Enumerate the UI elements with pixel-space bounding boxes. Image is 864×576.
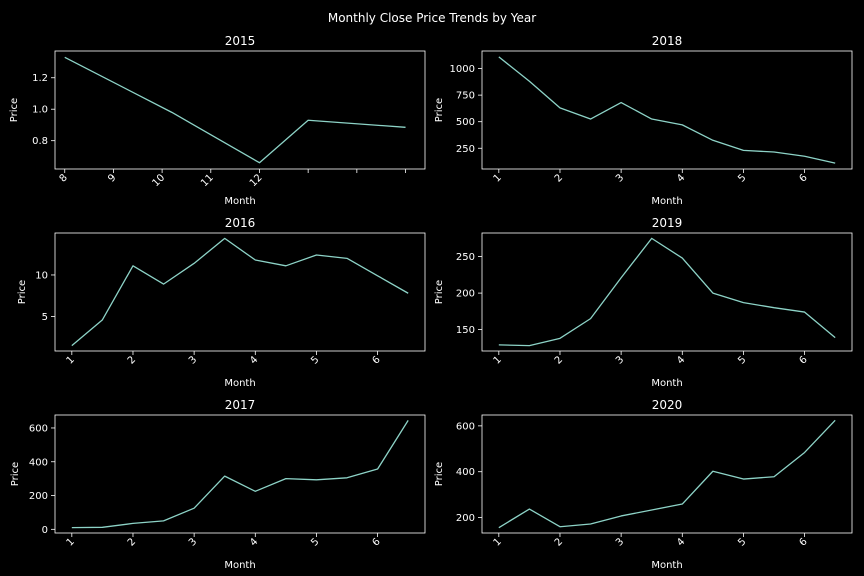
chart-2019-ylabel: Price	[434, 280, 445, 304]
figure-title: Monthly Close Price Trends by Year	[328, 11, 536, 25]
chart-2018-title: 2018	[652, 34, 683, 48]
chart-2017-xlabel: Month	[224, 560, 255, 571]
chart-2020-ylabel: Price	[434, 462, 445, 486]
chart-2019-ytick-label: 150	[456, 325, 475, 336]
chart-2019-ytick-label: 200	[456, 289, 475, 300]
chart-2016-series-line	[71, 237, 409, 347]
chart-2019-axes-frame	[481, 232, 853, 352]
chart-2016-ytick-label: 10	[35, 270, 48, 281]
chart-2018-ytick-label: 1000	[450, 64, 475, 75]
chart-2017-ytick-label: 0	[42, 525, 48, 536]
chart-2017-ytick-label: 600	[29, 423, 48, 434]
chart-2015-ytick-label: 1.2	[32, 73, 48, 84]
chart-2019-xlabel: Month	[651, 378, 682, 389]
chart-2017-series-line	[71, 420, 409, 529]
chart-2017-ytick-label: 400	[29, 457, 48, 468]
chart-2018-ytick-label: 250	[456, 144, 475, 155]
chart-2016-axes-frame	[54, 232, 426, 352]
chart-2015-ylabel: Price	[9, 98, 20, 122]
chart-2020-xlabel: Month	[651, 560, 682, 571]
chart-2016-ylabel: Price	[17, 280, 28, 304]
chart-2018-ytick-label: 750	[456, 91, 475, 102]
chart-2020-ytick-label: 200	[456, 513, 475, 524]
chart-2018-series-line	[498, 56, 836, 164]
chart-2020-title: 2020	[652, 398, 683, 412]
chart-2019-ytick-label: 250	[456, 252, 475, 263]
chart-2015-title: 2015	[225, 34, 256, 48]
chart-2015-series-line	[64, 56, 406, 164]
chart-2017-ylabel: Price	[10, 462, 21, 486]
chart-2018-ytick-label: 500	[456, 117, 475, 128]
chart-2016-title: 2016	[225, 216, 256, 230]
chart-2020-series-line	[498, 419, 836, 529]
chart-2018-ylabel: Price	[434, 98, 445, 122]
chart-2018-xlabel: Month	[651, 196, 682, 207]
chart-2016-xlabel: Month	[224, 378, 255, 389]
chart-2018-axes-frame	[481, 50, 853, 170]
chart-2020-ytick-label: 400	[456, 467, 475, 478]
chart-2019-title: 2019	[652, 216, 683, 230]
chart-2017-title: 2017	[225, 398, 256, 412]
chart-2019-series-line	[498, 237, 836, 347]
chart-2020-ytick-label: 600	[456, 421, 475, 432]
chart-2015-xlabel: Month	[224, 196, 255, 207]
chart-2017-axes-frame	[54, 414, 426, 534]
chart-2020-axes-frame	[481, 414, 853, 534]
chart-2016-ytick-label: 5	[42, 312, 48, 323]
chart-2015-ytick-label: 0.8	[32, 136, 48, 147]
chart-2015-axes-frame	[54, 50, 426, 170]
chart-2015-ytick-label: 1.0	[32, 105, 48, 116]
chart-2017-ytick-label: 200	[29, 491, 48, 502]
